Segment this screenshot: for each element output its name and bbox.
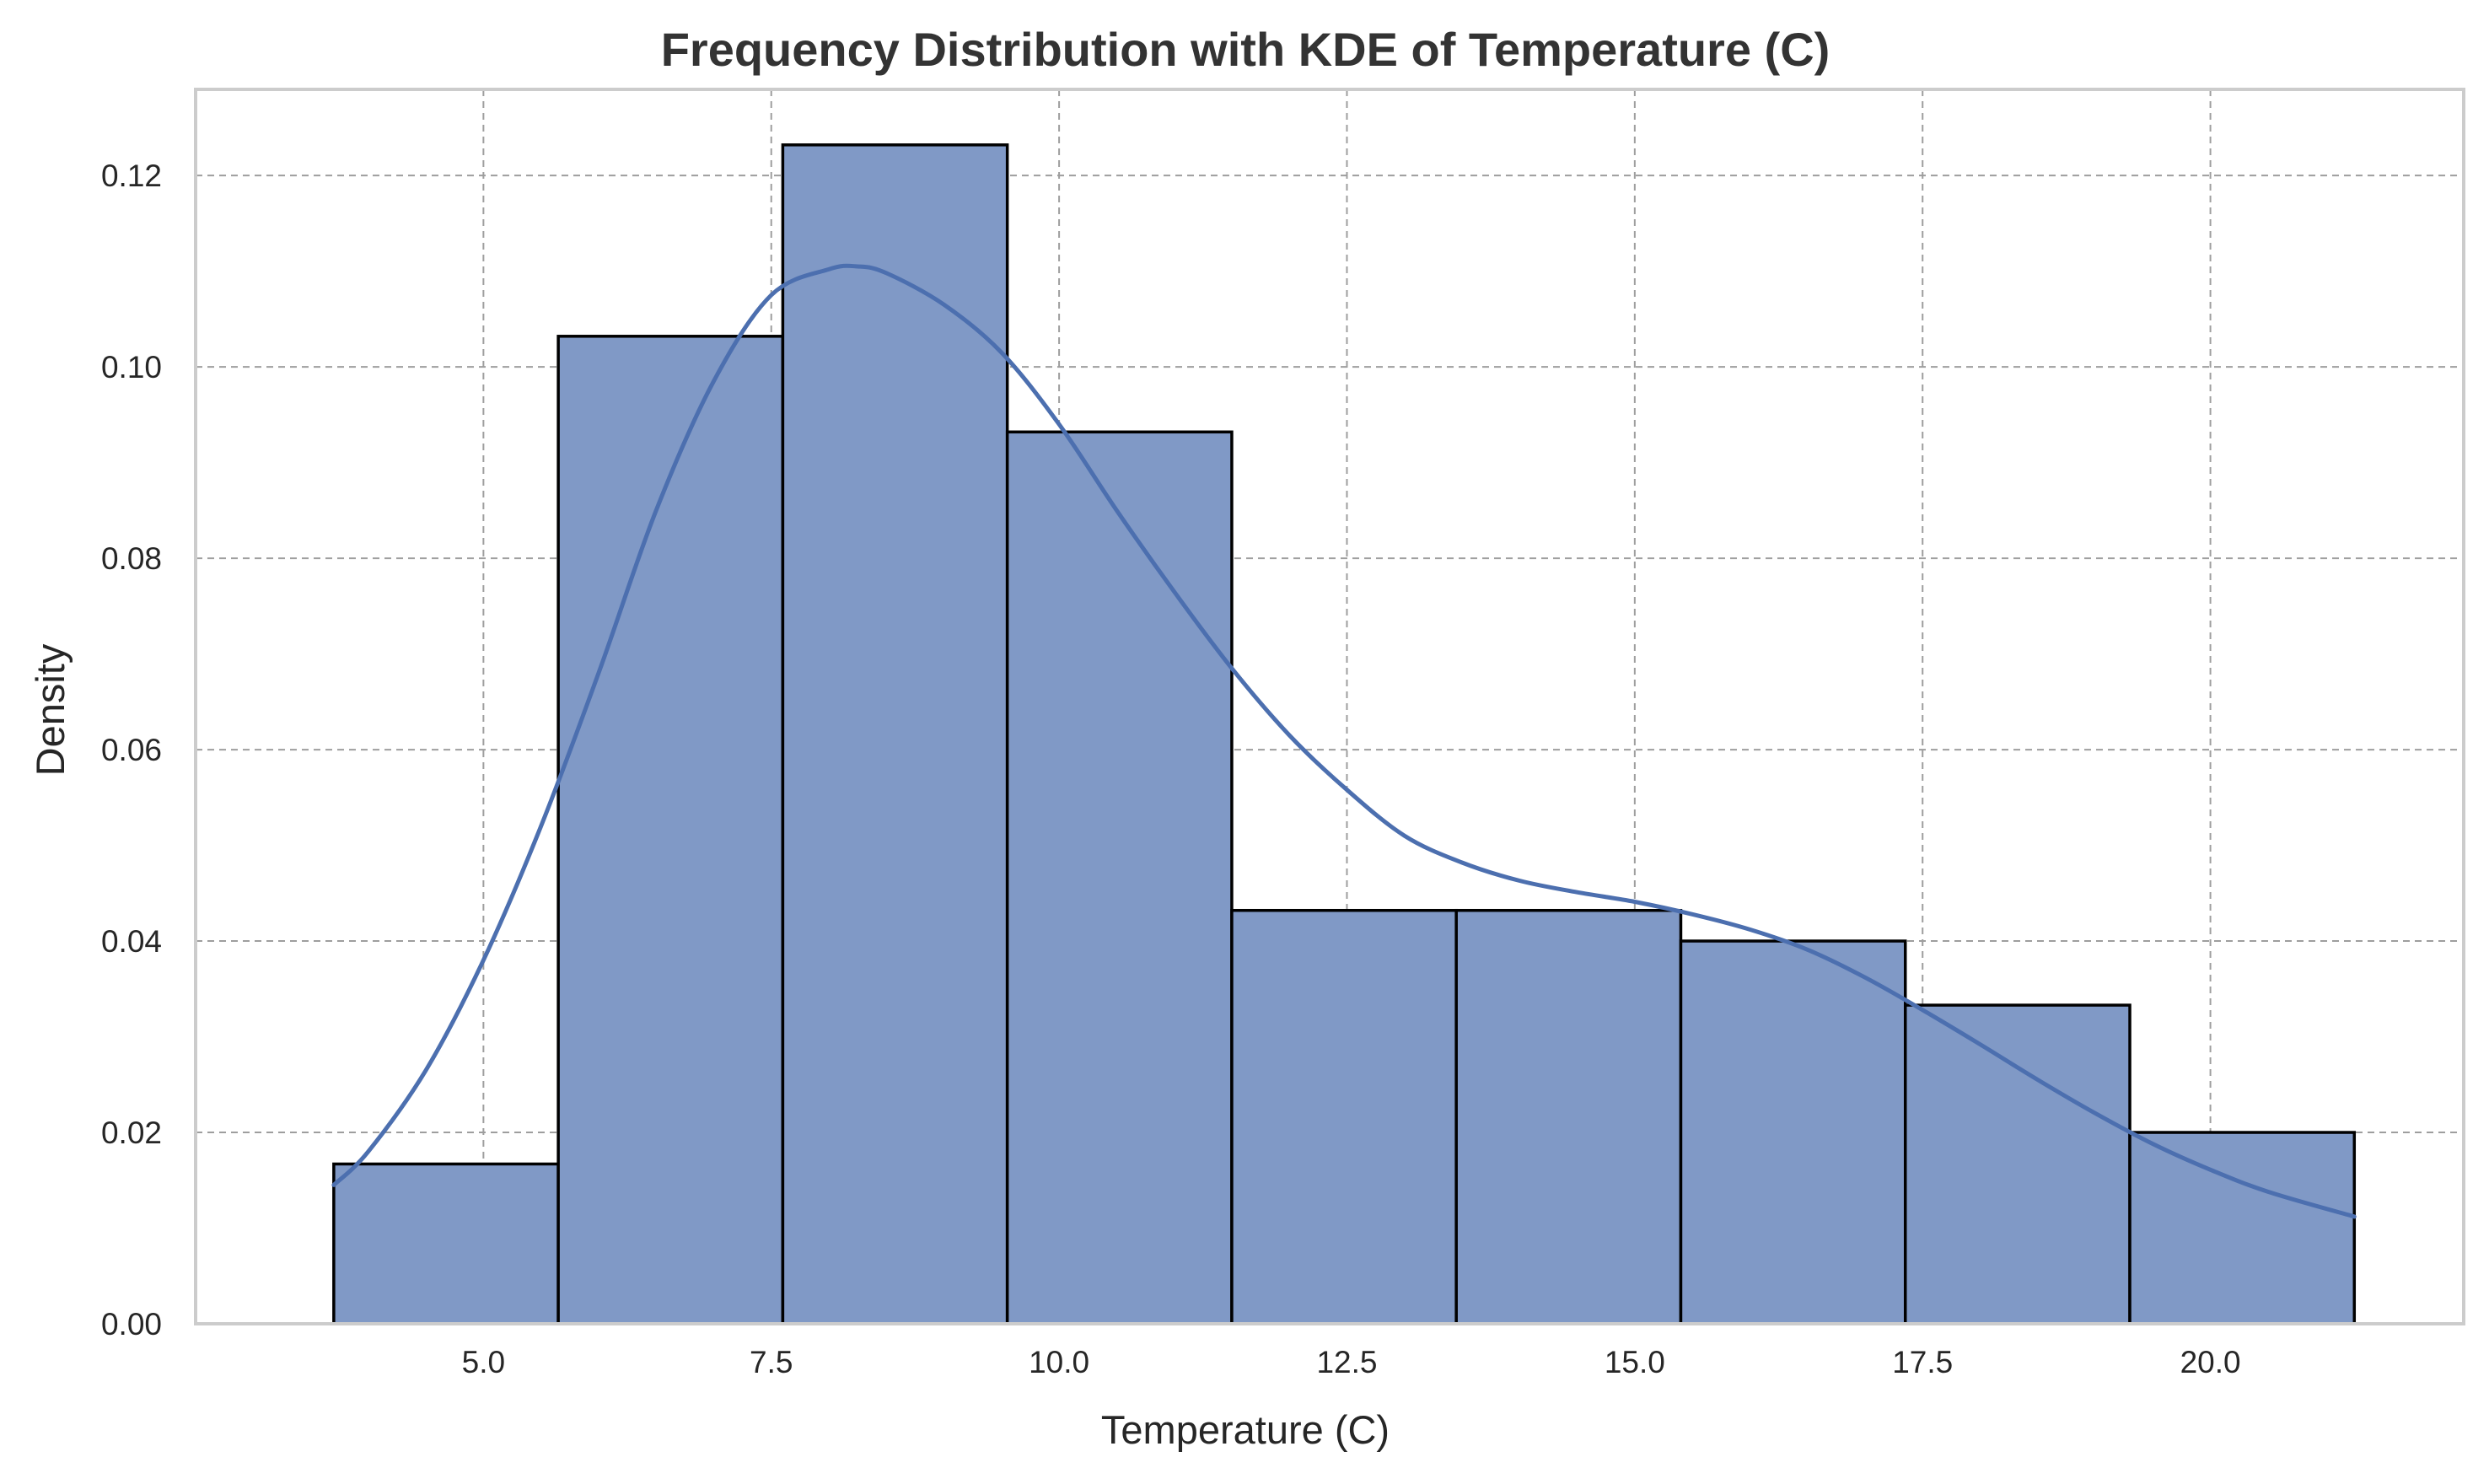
x-axis-label: Temperature (C) bbox=[1101, 1407, 1390, 1452]
y-tick-label: 0.06 bbox=[101, 733, 162, 767]
x-tick-label: 17.5 bbox=[1892, 1345, 1953, 1379]
chart-title: Frequency Distribution with KDE of Tempe… bbox=[661, 23, 1830, 76]
y-tick-label: 0.10 bbox=[101, 350, 162, 384]
x-tick-label: 15.0 bbox=[1605, 1345, 1665, 1379]
y-tick-label: 0.12 bbox=[101, 159, 162, 193]
plot-frame bbox=[194, 88, 2465, 1325]
histogram-bar-0 bbox=[332, 1162, 560, 1325]
x-tick-label: 12.5 bbox=[1316, 1345, 1377, 1379]
y-tick-label: 0.08 bbox=[101, 541, 162, 576]
kde-curve bbox=[331, 263, 2357, 1219]
histogram-bar-6 bbox=[1679, 939, 1907, 1325]
x-tick-labels: 5.0 7.5 10.0 12.5 15.0 17.5 20.0 bbox=[462, 1345, 2241, 1379]
x-tick-label: 5.0 bbox=[462, 1345, 505, 1379]
x-tick-label: 7.5 bbox=[750, 1345, 793, 1379]
histogram-bar-3 bbox=[1005, 430, 1234, 1325]
histogram-bars bbox=[332, 143, 2357, 1325]
y-tick-label: 0.02 bbox=[101, 1116, 162, 1150]
histogram-bar-5 bbox=[1454, 908, 1683, 1325]
histogram-bar-1 bbox=[556, 335, 785, 1325]
x-tick-label: 20.0 bbox=[2180, 1345, 2241, 1379]
histogram-bar-2 bbox=[781, 143, 1009, 1325]
histogram-bar-4 bbox=[1230, 908, 1458, 1325]
histogram-bar-7 bbox=[1903, 1003, 2132, 1325]
y-tick-label: 0.04 bbox=[101, 924, 162, 959]
plot-border bbox=[194, 88, 2465, 1325]
y-tick-label: 0.00 bbox=[101, 1307, 162, 1342]
x-tick-label: 10.0 bbox=[1029, 1345, 1089, 1379]
y-axis-label: Density bbox=[28, 643, 73, 776]
kde-curve-group bbox=[331, 263, 2357, 1219]
histogram-bar-8 bbox=[2128, 1131, 2357, 1325]
y-tick-labels: 0.00 0.02 0.04 0.06 0.08 0.10 0.12 bbox=[101, 159, 162, 1342]
